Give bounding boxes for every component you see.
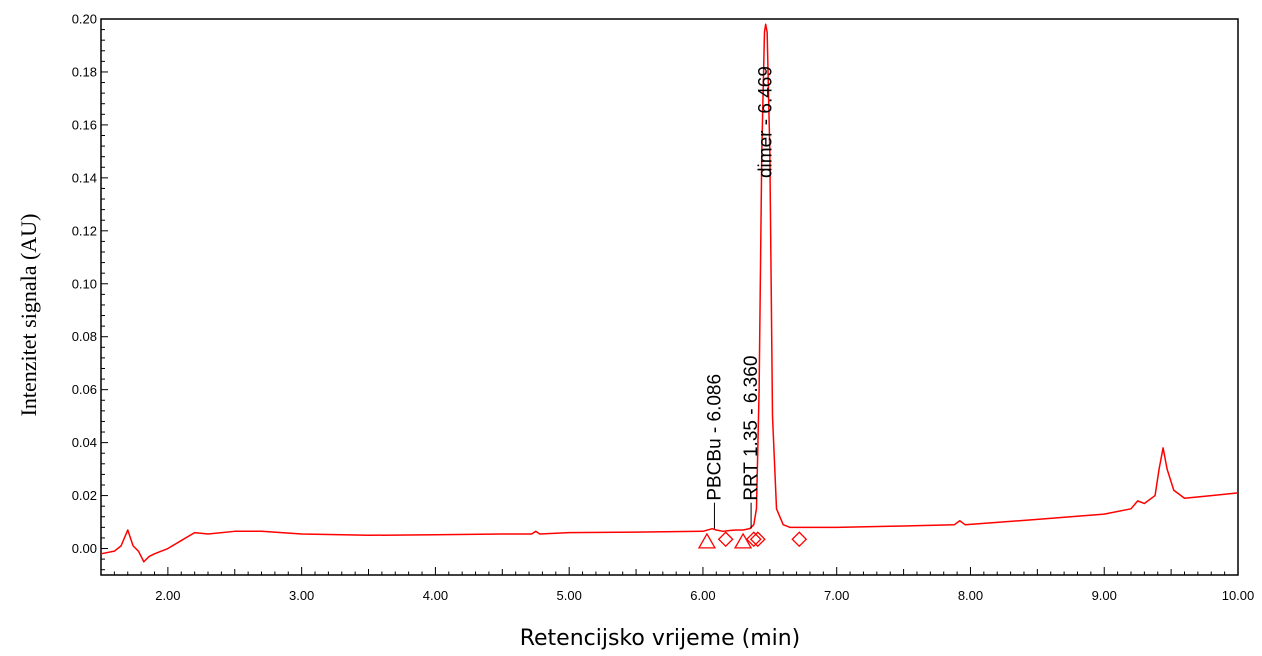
diamond-marker xyxy=(749,531,766,548)
axis-ticks xyxy=(101,18,1239,575)
x-axis-title: Retencijsko vrijeme (min) xyxy=(520,626,801,651)
y-axis-title: Intenzitet signala (AU) xyxy=(16,214,41,417)
x-tick-labels: 2.00 3.00 4.00 5.00 6.00 7.00 8.00 9.00 10.00 xyxy=(155,588,1254,603)
y-tick-label: 0.16 xyxy=(72,117,97,132)
x-tick-label: 9.00 xyxy=(1092,588,1117,603)
y-tick-label: 0.02 xyxy=(72,488,97,503)
x-tick-label: 2.00 xyxy=(155,588,180,603)
triangle-marker xyxy=(733,532,753,549)
x-tick-label: 4.00 xyxy=(423,588,448,603)
x-tick-label: 5.00 xyxy=(557,588,582,603)
x-tick-label: 10.00 xyxy=(1222,588,1255,603)
y-tick-label: 0.00 xyxy=(72,541,97,556)
y-tick-label: 0.18 xyxy=(72,64,97,79)
x-tick-label: 6.00 xyxy=(690,588,715,603)
peak-labels: PBCBu - 6.086 RRT 1.35 - 6.360 dimer - 6.4… xyxy=(704,66,777,529)
peak-markers xyxy=(697,531,808,549)
diamond-marker xyxy=(717,531,734,548)
x-tick-label: 3.00 xyxy=(289,588,314,603)
chromatogram-trace xyxy=(100,23,1239,563)
y-tick-label: 0.10 xyxy=(72,276,97,291)
y-tick-labels: 0.00 0.02 0.04 0.06 0.08 0.10 0.12 0.14 0.16 0.18… xyxy=(72,12,97,557)
y-tick-label: 0.04 xyxy=(72,435,97,450)
x-tick-label: 7.00 xyxy=(824,588,849,603)
peak-label: PBCBu - 6.086 xyxy=(704,374,725,501)
peak-label: RRT 1.35 - 6.360 xyxy=(741,356,762,501)
y-tick-label: 0.06 xyxy=(72,382,97,397)
diamond-marker xyxy=(745,531,762,548)
y-tick-label: 0.12 xyxy=(72,223,97,238)
triangle-marker xyxy=(697,532,717,549)
y-tick-label: 0.20 xyxy=(72,12,97,27)
plot-frame xyxy=(100,18,1239,576)
y-tick-label: 0.08 xyxy=(72,329,97,344)
diamond-marker xyxy=(791,531,808,548)
x-tick-label: 8.00 xyxy=(958,588,983,603)
peak-label: dimer - 6.469 xyxy=(756,66,777,178)
y-tick-label: 0.14 xyxy=(72,170,97,185)
